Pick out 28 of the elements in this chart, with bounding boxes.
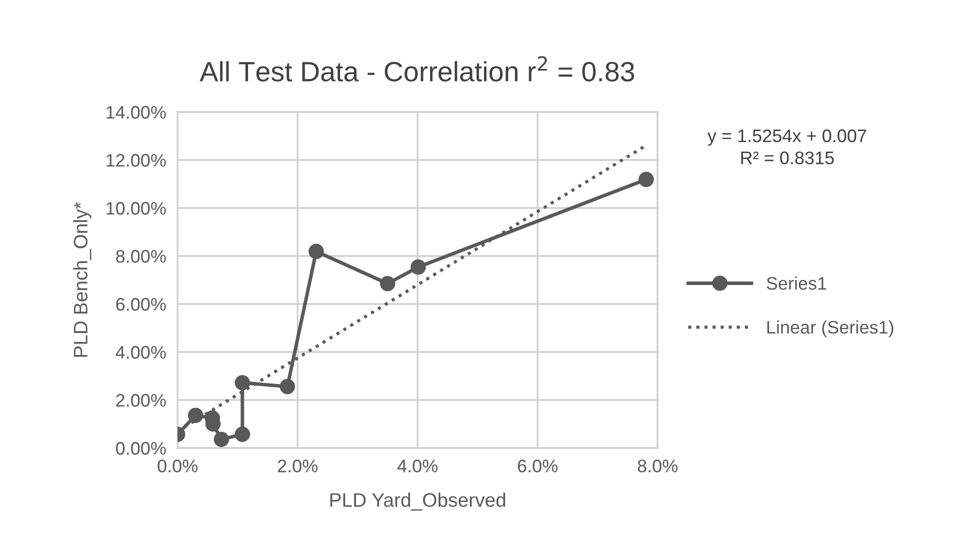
y-tick-label: 2.00% [116, 394, 166, 407]
point [280, 378, 296, 394]
y-tick-label: 4.00% [116, 346, 166, 359]
y-tick-label: 12.00% [106, 154, 166, 167]
point [638, 172, 654, 188]
x-axis-title: PLD Yard_Observed [330, 492, 506, 511]
y-tick-label: 6.00% [116, 298, 166, 311]
point [308, 244, 324, 260]
y-tick-label: 8.00% [116, 250, 166, 263]
point [188, 408, 204, 423]
y-axis-title: PLD Bench_Only* [73, 202, 92, 357]
point [380, 276, 396, 292]
x-tick-label: 8.0% [638, 460, 678, 472]
y-tick-label: 10.00% [106, 202, 166, 215]
y-tick-label: 0.00% [116, 442, 166, 455]
legend-label: Series1 [766, 276, 826, 290]
y-tick-label: 14.00% [106, 106, 166, 119]
legend-label: Linear (Series1) [767, 320, 894, 338]
point [234, 375, 250, 390]
x-tick-label: 0.0% [158, 460, 198, 472]
point [234, 426, 250, 442]
x-tick-label: 6.0% [518, 460, 558, 472]
chart-title: All Test Data - Correlation r$^{2}$ = 0.83 [200, 56, 634, 82]
text: y = 1.5254x + 0.007 R² = 0.8315 [707, 129, 866, 164]
x-tick-label: 4.0% [397, 460, 438, 472]
x-tick-label: 2.0% [278, 460, 318, 472]
point [214, 432, 230, 447]
point [410, 259, 426, 275]
